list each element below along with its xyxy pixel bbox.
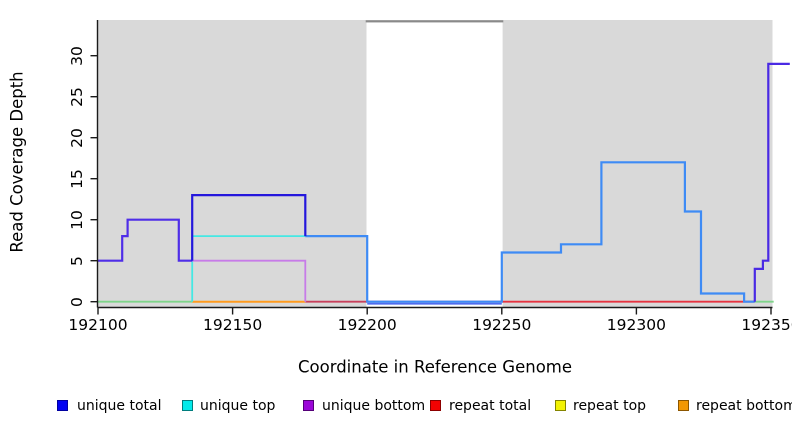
legend-label: unique total bbox=[77, 398, 162, 414]
legend-label: repeat total bbox=[449, 398, 532, 414]
series-segment bbox=[305, 161, 755, 303]
y-axis-title: Read Coverage Depth bbox=[7, 71, 27, 253]
series-segment bbox=[753, 62, 790, 302]
legend-swatch-repeat-bottom bbox=[677, 400, 689, 411]
y-tick-label: 10 bbox=[68, 209, 86, 230]
y-tick-label: 0 bbox=[68, 296, 86, 307]
series-segment bbox=[191, 194, 307, 261]
y-tick-label: 5 bbox=[68, 255, 86, 266]
x-tick-label: 192150 bbox=[203, 316, 263, 334]
x-tick-label: 192250 bbox=[472, 316, 532, 334]
legend-label: unique bottom bbox=[322, 398, 426, 414]
legend-swatch-unique-top bbox=[181, 400, 193, 411]
legend-swatch-repeat-total bbox=[429, 400, 441, 411]
x-tick-label: 192200 bbox=[337, 316, 397, 334]
legend-label: unique top bbox=[200, 398, 276, 414]
legend-label: repeat top bbox=[573, 398, 647, 414]
legend-swatch-unique-bottom bbox=[302, 400, 314, 411]
series-segment bbox=[192, 259, 307, 302]
y-tick-label: 30 bbox=[68, 45, 86, 66]
legend-swatch-repeat-top bbox=[554, 400, 566, 411]
x-tick-label: 192100 bbox=[68, 316, 128, 334]
x-tick-label: 192350 bbox=[741, 316, 792, 334]
legend-swatch-unique-total bbox=[57, 400, 68, 411]
x-axis-title: Coordinate in Reference Genome bbox=[297, 357, 573, 377]
x-tick-label: 192300 bbox=[606, 316, 666, 334]
y-tick-label: 15 bbox=[68, 168, 86, 189]
y-tick-label: 25 bbox=[68, 86, 86, 107]
masked-region bbox=[366, 22, 503, 308]
y-tick-label: 20 bbox=[68, 127, 86, 148]
legend-label: repeat bottom bbox=[696, 398, 792, 414]
series-segment bbox=[98, 218, 193, 262]
